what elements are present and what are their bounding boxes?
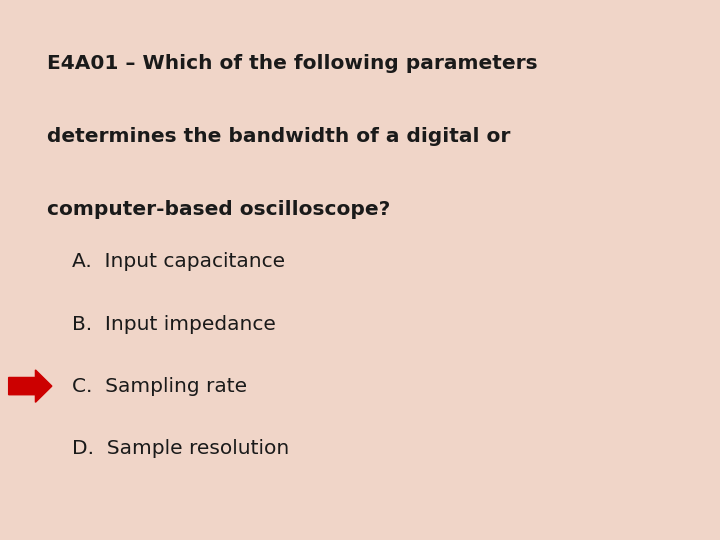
Text: A.  Input capacitance: A. Input capacitance <box>72 252 285 272</box>
Text: computer-based oscilloscope?: computer-based oscilloscope? <box>47 200 390 219</box>
Polygon shape <box>9 370 52 402</box>
Text: D.  Sample resolution: D. Sample resolution <box>72 438 289 458</box>
Text: E4A01 – Which of the following parameters: E4A01 – Which of the following parameter… <box>47 54 537 73</box>
Text: determines the bandwidth of a digital or: determines the bandwidth of a digital or <box>47 127 510 146</box>
Text: B.  Input impedance: B. Input impedance <box>72 314 276 334</box>
Text: C.  Sampling rate: C. Sampling rate <box>72 376 247 396</box>
